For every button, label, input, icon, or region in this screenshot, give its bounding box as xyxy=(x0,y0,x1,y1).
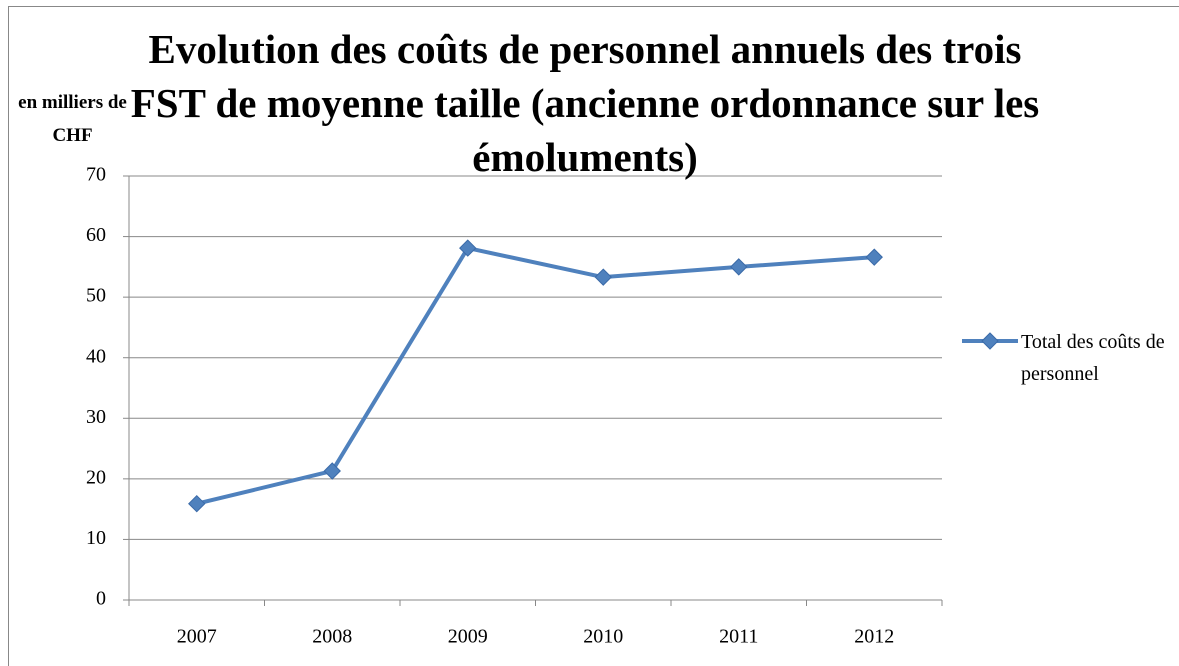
x-tick-label: 2009 xyxy=(448,626,488,648)
y-tick-label: 50 xyxy=(86,285,106,307)
chart-title: Evolution des coûts de personnel annuels… xyxy=(130,26,1040,180)
y-tick-label: 30 xyxy=(86,406,106,428)
x-tick-label: 2008 xyxy=(312,626,352,648)
x-tick-label: 2010 xyxy=(583,626,623,648)
data-point xyxy=(594,268,612,286)
data-point xyxy=(865,248,883,266)
legend-marker xyxy=(981,332,999,350)
series-line xyxy=(196,246,875,506)
x-tick-label: 2012 xyxy=(854,626,894,648)
y-tick-label: 20 xyxy=(86,466,106,488)
data-point xyxy=(323,462,341,480)
data-point xyxy=(730,258,748,276)
data-point xyxy=(188,494,206,513)
data-point xyxy=(459,239,477,257)
y-tick-label: 70 xyxy=(86,164,106,186)
x-tick-label: 2007 xyxy=(177,626,217,648)
legend-label: Total des coûts de personnel xyxy=(1021,331,1165,385)
x-tick-label: 2011 xyxy=(719,626,758,648)
y-tick-label: 0 xyxy=(96,588,106,610)
y-tick-label: 10 xyxy=(86,527,106,549)
y-tick-label: 60 xyxy=(86,224,106,246)
y-tick-label: 40 xyxy=(86,345,106,367)
chart-border xyxy=(8,6,1179,666)
y-axis-label: en milliers de CHF xyxy=(18,92,127,146)
